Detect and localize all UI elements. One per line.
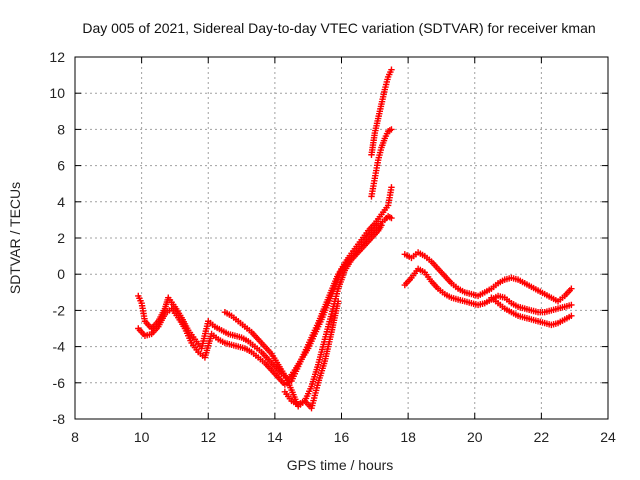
data-point xyxy=(388,184,395,191)
data-point xyxy=(388,214,395,222)
series-track-d xyxy=(281,298,342,412)
data-point xyxy=(568,301,575,309)
data-point xyxy=(388,126,395,133)
data-point xyxy=(568,312,575,320)
x-tick-label: 14 xyxy=(267,429,283,445)
data-point xyxy=(568,285,575,292)
x-tick-label: 10 xyxy=(134,429,150,445)
grid xyxy=(75,57,608,419)
data-point xyxy=(334,298,342,305)
series-spike-mid xyxy=(368,126,395,200)
data-marks xyxy=(135,66,575,412)
x-tick-label: 18 xyxy=(400,429,416,445)
series-evening-c xyxy=(488,294,575,329)
y-tick-label: -4 xyxy=(53,339,66,355)
y-tick-label: 8 xyxy=(57,121,65,137)
series-track-c xyxy=(221,222,385,410)
y-tick-labels: -8 -6 -4 -2 0 2 4 6 8 10 12 xyxy=(49,49,65,427)
y-axis-title: SDTVAR / TECUs xyxy=(7,182,23,294)
series-spike-high xyxy=(368,66,395,158)
x-axis-title: GPS time / hours xyxy=(287,457,394,473)
y-tick-label: 12 xyxy=(49,49,65,65)
x-tick-label: 22 xyxy=(534,429,550,445)
chart-title: Day 005 of 2021, Sidereal Day-to-day VTE… xyxy=(82,20,595,36)
data-point xyxy=(378,222,385,229)
series-track-a xyxy=(135,184,395,383)
data-point xyxy=(388,66,395,73)
y-tick-label: -6 xyxy=(53,375,66,391)
y-tick-label: -2 xyxy=(53,302,66,318)
y-tick-label: 10 xyxy=(49,85,65,101)
axis-ticks xyxy=(74,56,609,420)
x-tick-label: 12 xyxy=(200,429,216,445)
y-tick-label: 6 xyxy=(57,158,65,174)
x-tick-label: 20 xyxy=(467,429,483,445)
series-track-b xyxy=(135,213,395,388)
y-tick-label: 2 xyxy=(57,230,65,246)
y-tick-label: 4 xyxy=(57,194,65,210)
y-tick-label: 0 xyxy=(57,266,65,282)
y-tick-label: -8 xyxy=(53,411,66,427)
x-tick-label: 8 xyxy=(71,429,79,445)
series-evening-a xyxy=(401,249,575,305)
x-tick-label: 16 xyxy=(334,429,350,445)
series-evening-b xyxy=(401,265,575,316)
x-tick-label: 24 xyxy=(600,429,616,445)
x-tick-labels: 8 10 12 14 16 18 20 22 24 xyxy=(71,429,616,445)
